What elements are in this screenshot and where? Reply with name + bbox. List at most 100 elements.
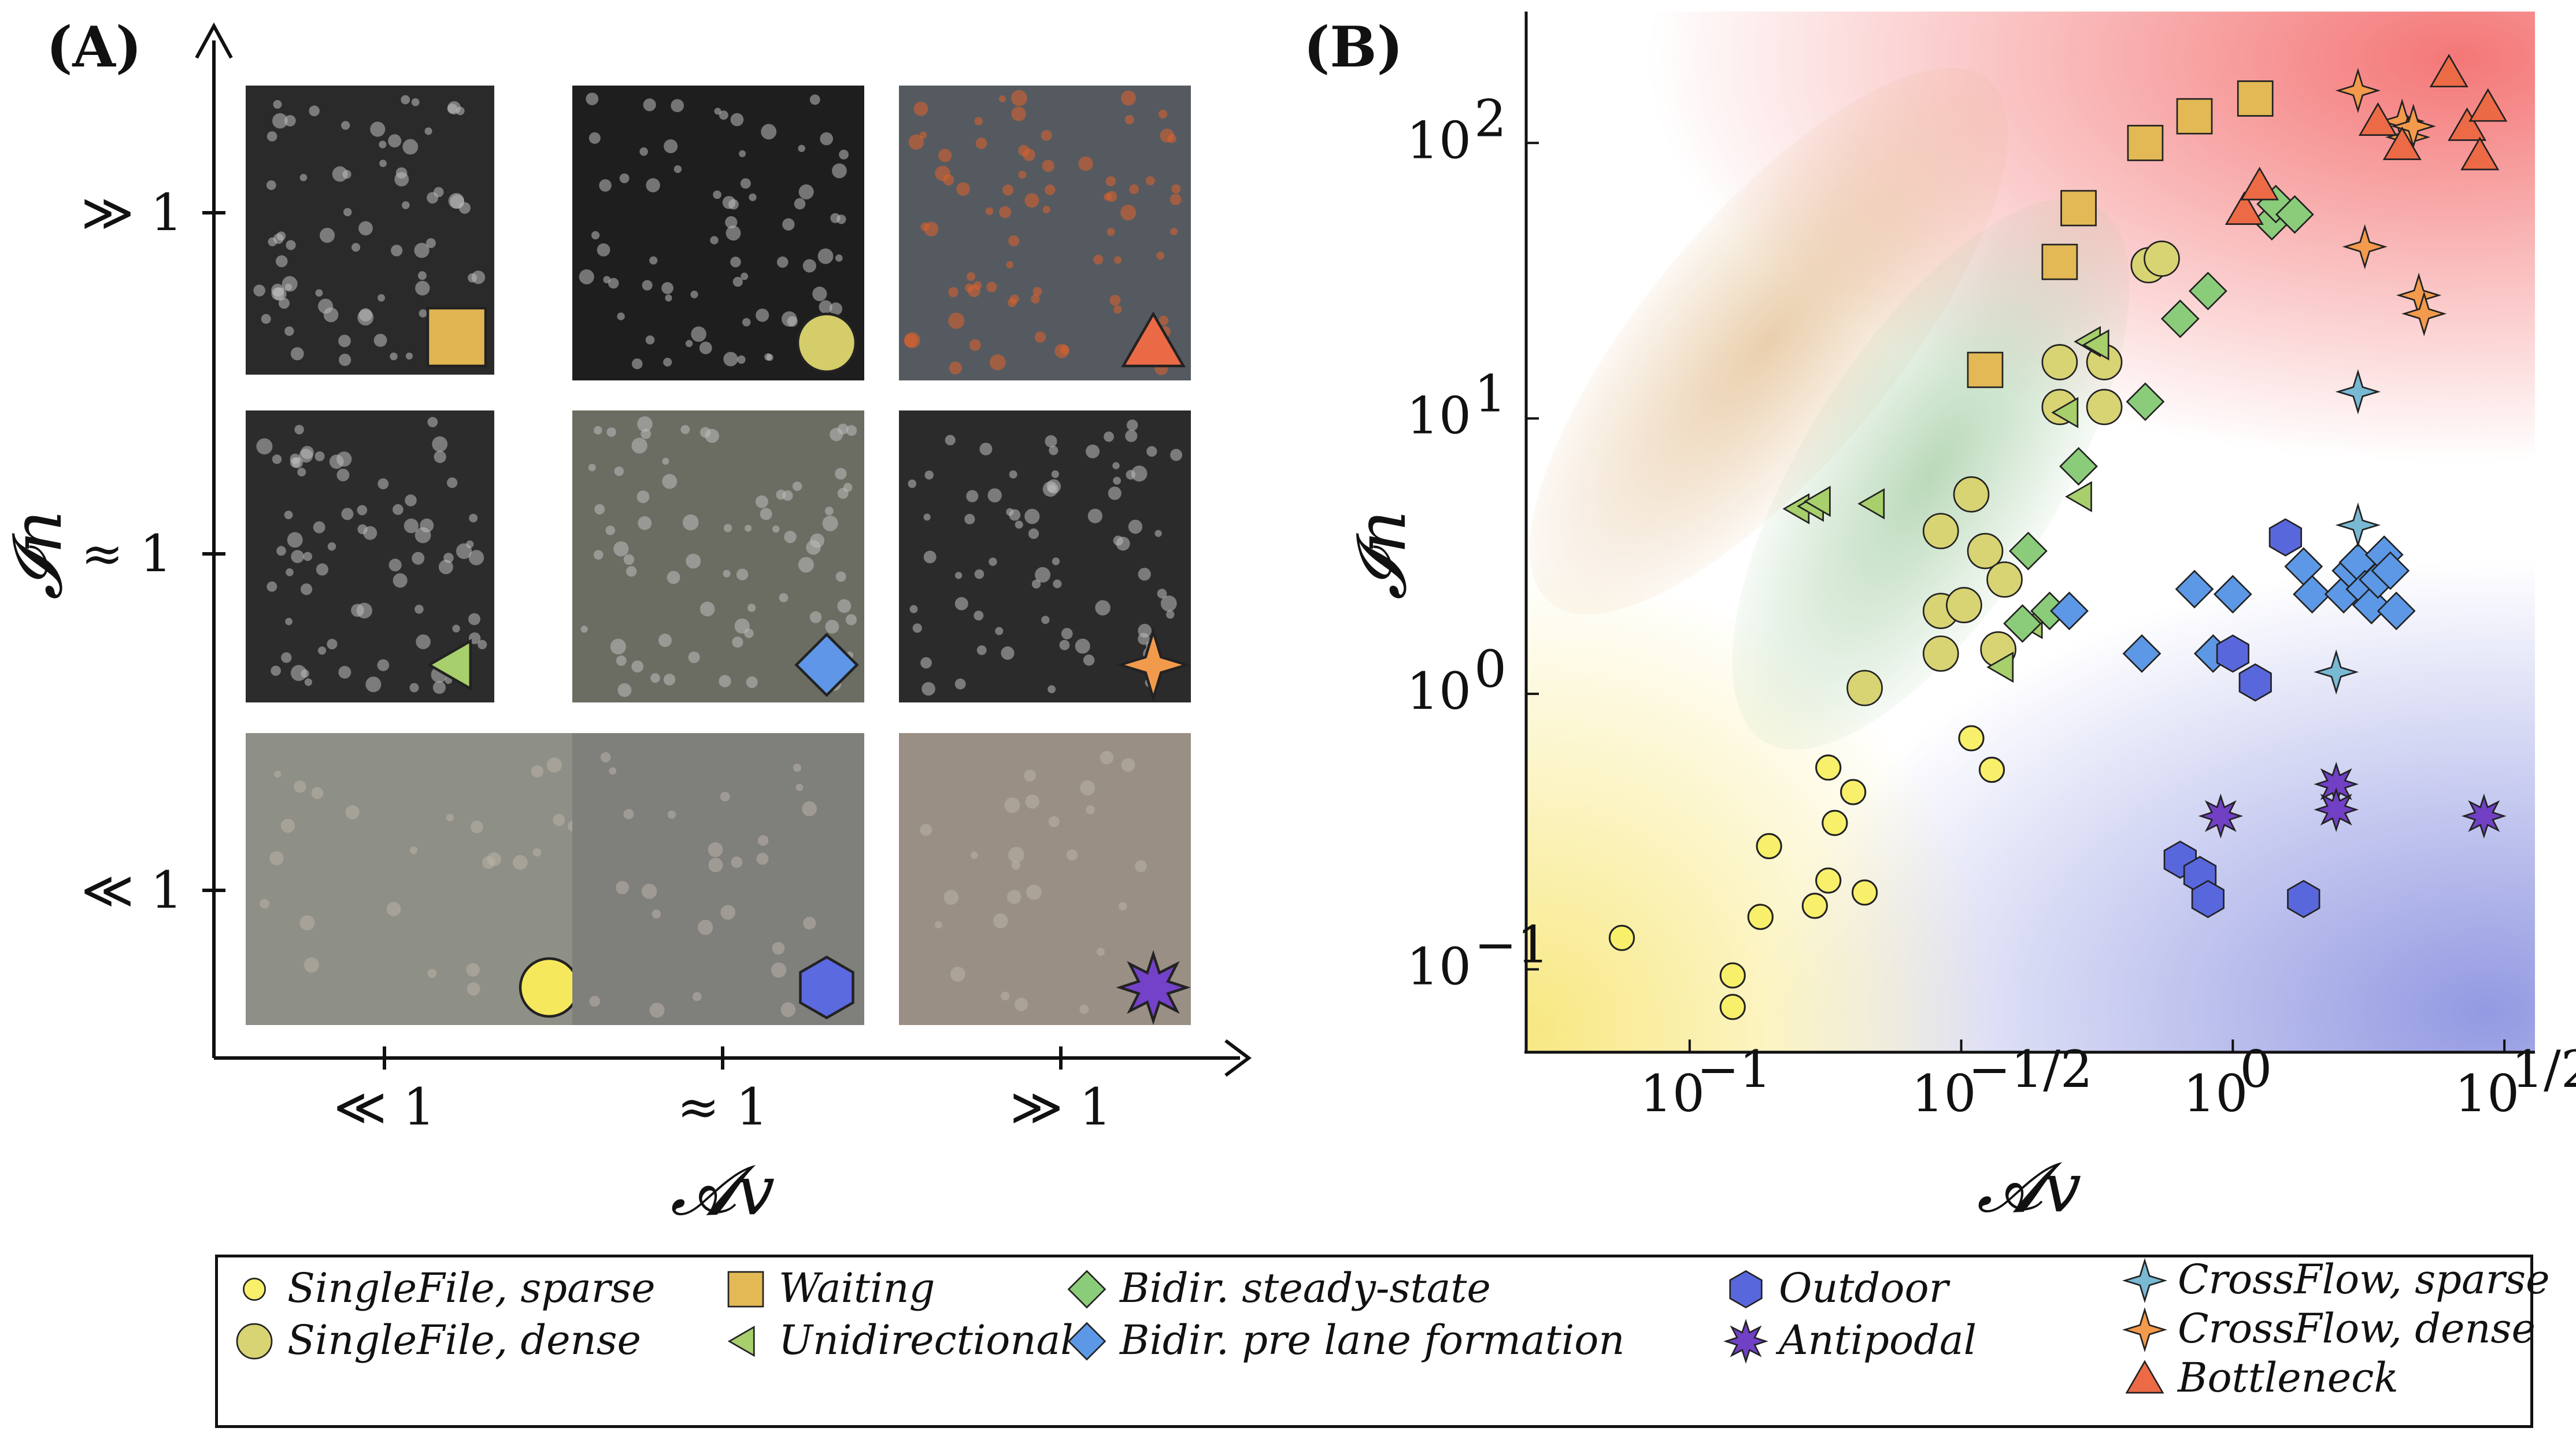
crowd-dot [1100, 750, 1114, 765]
crowd-dot [304, 678, 312, 686]
crowd-dot [1086, 805, 1095, 815]
legend-marker [243, 1278, 266, 1301]
crowd-dot [725, 216, 738, 229]
crowd-dot [594, 426, 602, 435]
crowd-dot [723, 569, 731, 578]
crowd-dot [649, 256, 658, 265]
crowd-dot [699, 601, 715, 617]
crowd-dot [546, 757, 562, 773]
crowd-dot [419, 309, 427, 318]
data-point [2429, 54, 2468, 88]
crowd-dot [319, 227, 335, 243]
crowd-dot [680, 425, 690, 435]
crowd-dot [652, 909, 661, 919]
crowd-dot [414, 242, 430, 258]
crowd-dot [278, 298, 290, 309]
crowd-dot [755, 495, 768, 508]
crowd-dot [266, 180, 276, 190]
crowd-dot [969, 339, 981, 351]
crowd-dot [316, 563, 328, 576]
crowd-dot [414, 604, 424, 614]
crowd-dot [425, 238, 436, 249]
crowd-dot [710, 236, 719, 245]
crowd-dot [1008, 846, 1024, 863]
x-tick-label: 10 [1640, 1064, 1705, 1123]
data-point [2198, 793, 2244, 839]
crowd-dot [1011, 861, 1021, 870]
legend-label: CrossFlow, sparse [2178, 1256, 2550, 1303]
crowd-dot [795, 783, 804, 791]
legend-label: Bidir. pre lane formation [1120, 1316, 1625, 1364]
crowd-dot [1079, 1004, 1089, 1014]
data-point [2382, 126, 2422, 160]
data-point [2122, 634, 2162, 673]
crowd-dot [726, 225, 741, 241]
crowd-dot [1118, 902, 1127, 911]
crowd-dot [845, 614, 857, 626]
crowd-dot [1042, 205, 1050, 214]
crowd-dot [1093, 254, 1104, 265]
crowd-dot [284, 114, 296, 127]
series-bidir-steady-state [2003, 184, 2314, 643]
crowd-dot [294, 424, 304, 435]
crowd-dot [1015, 520, 1023, 529]
crowd-dot [1048, 816, 1060, 827]
crowd-dot [1035, 567, 1050, 583]
crowd-dot [658, 633, 672, 648]
crowd-dot [948, 287, 958, 298]
crowd-dot [1112, 462, 1120, 469]
crowd-dot [1061, 628, 1073, 639]
crowd-dot [341, 508, 354, 520]
crowd-dot [934, 921, 942, 929]
crowd-dot [954, 597, 968, 611]
crowd-dot [438, 560, 453, 575]
crowd-dot [1154, 530, 1162, 537]
crowd-dot [749, 193, 757, 201]
crowd-dot [338, 334, 351, 347]
data-point [2188, 271, 2227, 310]
crowd-dot [370, 121, 386, 137]
data-point [2401, 291, 2447, 336]
crowd-dot [1138, 632, 1150, 645]
crowd-dot [1169, 194, 1182, 205]
crowd-dot [468, 613, 480, 626]
data-point [1986, 651, 2014, 683]
crowd-dot [323, 307, 339, 323]
y-tick-exponent: 0 [1474, 639, 1507, 699]
crowd-dot [405, 494, 417, 506]
crowd-dot [341, 121, 350, 130]
crowd-dot [594, 504, 605, 515]
crowd-dot [1032, 287, 1042, 297]
crowd-dot [730, 256, 741, 268]
legend-label: Antipodal [1779, 1316, 1977, 1364]
data-point [1857, 488, 1885, 520]
data-point [2314, 649, 2359, 695]
legend-label: Outdoor [1779, 1264, 1949, 1312]
plot-x-title: 𝓐v [1977, 1148, 2082, 1227]
crowd-dot [1106, 228, 1115, 236]
crowd-dot [1014, 997, 1028, 1012]
crowd-dot [272, 113, 288, 129]
legend-item: SingleFile, dense [230, 1315, 641, 1365]
crowd-dot [1078, 156, 1093, 171]
legend-item: Antipodal [1721, 1315, 1977, 1365]
panel-a-x-title: 𝓐v [671, 1151, 775, 1230]
plot-points [1608, 54, 2508, 1020]
tile-outdoor [572, 733, 864, 1025]
crowd-dot [832, 163, 847, 179]
crowd-dot [1031, 579, 1041, 589]
data-point [1815, 867, 1842, 894]
data-point [1747, 904, 1774, 930]
panel-a-xtick-low: ≪ 1 [334, 1077, 435, 1137]
crowd-dot [402, 139, 419, 155]
crowd-dot [1045, 435, 1057, 447]
crowd-dot [956, 182, 970, 196]
crowd-dot [623, 809, 634, 820]
crowd-dot [1095, 600, 1111, 616]
data-point [1851, 879, 1878, 906]
crowd-dot [588, 464, 596, 472]
data-point [2225, 191, 2264, 225]
crowd-dot [287, 532, 303, 548]
crowd-dot [744, 628, 754, 638]
crowd-dot [809, 94, 820, 105]
